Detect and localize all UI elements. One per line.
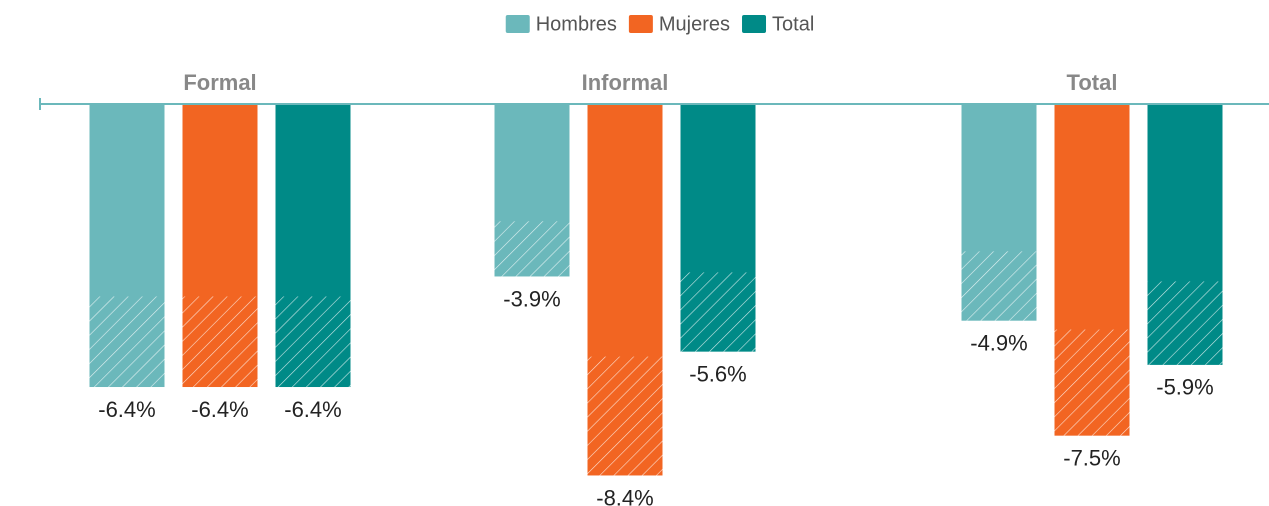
- value-label: -7.5%: [1063, 445, 1120, 470]
- value-label: -6.4%: [98, 397, 155, 422]
- value-label: -4.9%: [970, 331, 1027, 356]
- value-label: -8.4%: [596, 485, 653, 506]
- hatch: [1054, 329, 1130, 436]
- value-label: -6.4%: [191, 397, 248, 422]
- hatch: [275, 296, 351, 388]
- hatch: [587, 356, 663, 476]
- legend-swatch: [742, 15, 767, 33]
- hatch: [1147, 281, 1223, 365]
- hatch: [961, 251, 1037, 321]
- value-label: -5.6%: [689, 361, 746, 386]
- category-label: Formal: [183, 70, 256, 95]
- legend-swatch: [628, 15, 653, 33]
- hatch: [89, 296, 165, 388]
- value-label: -6.4%: [284, 397, 341, 422]
- category-label: Informal: [582, 70, 669, 95]
- value-label: -5.9%: [1156, 375, 1213, 400]
- value-label: -3.9%: [503, 286, 560, 311]
- category-label: Total: [1067, 70, 1118, 95]
- legend-label: Mujeres: [659, 13, 730, 35]
- legend-swatch: [505, 15, 530, 33]
- legend-label: Hombres: [536, 13, 617, 35]
- hatch: [680, 272, 756, 352]
- hatch: [182, 296, 258, 388]
- hatch: [494, 221, 570, 277]
- legend-label: Total: [772, 13, 814, 35]
